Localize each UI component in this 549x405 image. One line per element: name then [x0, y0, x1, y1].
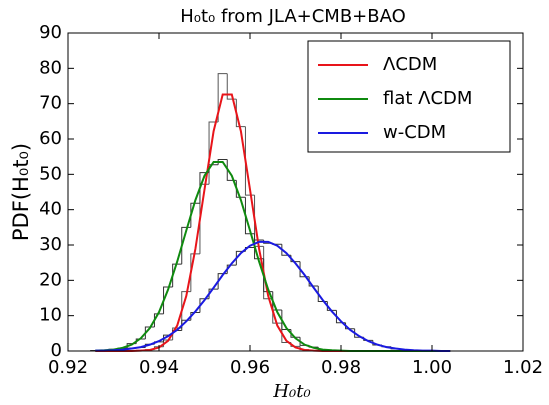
- chart-title: H₀t₀ from JLA+CMB+BAO: [180, 6, 406, 27]
- x-tick-label: 0.98: [321, 357, 361, 378]
- histogram-step: [217, 158, 228, 165]
- x-tick-label: 1.02: [503, 357, 543, 378]
- y-tick-label: 90: [39, 22, 62, 43]
- x-axis-label: H₀t₀: [272, 381, 310, 402]
- x-tick-label: 0.96: [230, 357, 270, 378]
- y-tick-label: 70: [39, 93, 62, 114]
- legend-label: ΛCDM: [383, 54, 437, 75]
- histogram-step: [272, 291, 282, 311]
- x-tick-label: 1.00: [412, 357, 452, 378]
- histogram-step: [153, 313, 164, 327]
- x-tick-label: 0.94: [139, 357, 179, 378]
- y-tick-label: 80: [39, 57, 62, 78]
- y-tick-label: 30: [39, 234, 62, 255]
- y-axis-label: PDF(H₀t₀): [9, 143, 33, 241]
- y-tick-label: 40: [39, 199, 62, 220]
- y-tick-label: 10: [39, 305, 62, 326]
- y-tick-label: 20: [39, 269, 62, 290]
- histogram-step: [190, 253, 200, 292]
- curve: [95, 240, 451, 352]
- plot-frame: [67, 32, 524, 352]
- histogram-step: [235, 99, 246, 128]
- histogram-step: [190, 202, 200, 228]
- histogram-step: [254, 195, 264, 247]
- legend-label: w-CDM: [383, 122, 446, 143]
- y-tick-label: 50: [39, 163, 62, 184]
- legend-label: flat ΛCDM: [383, 88, 472, 109]
- y-tick-label: 60: [39, 128, 62, 149]
- x-tick-label: 0.92: [48, 357, 88, 378]
- y-tick-label: 0: [51, 340, 62, 361]
- histogram-step: [217, 73, 228, 123]
- histogram-step: [172, 263, 182, 288]
